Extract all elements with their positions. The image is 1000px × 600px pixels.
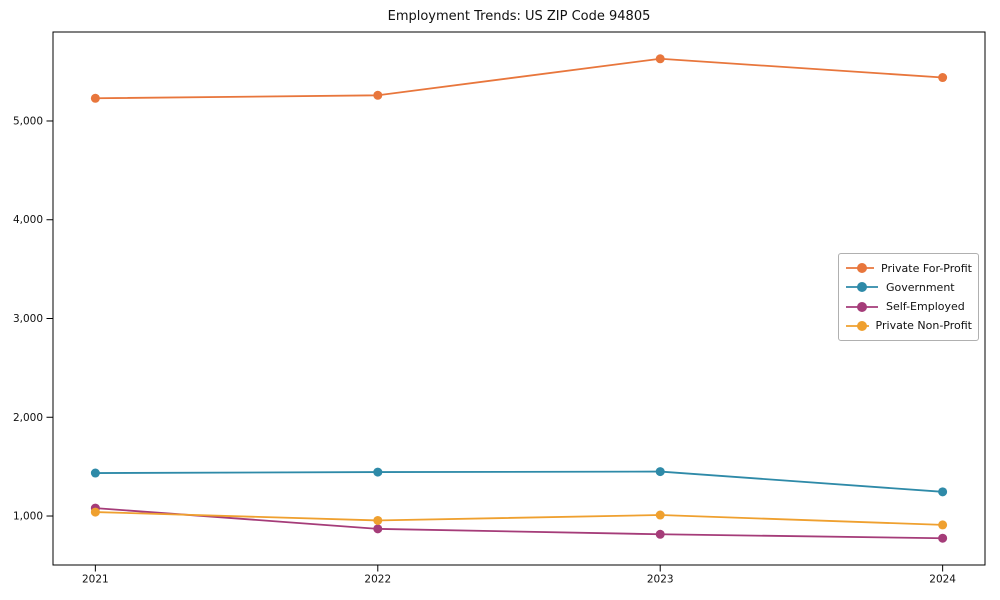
legend-label: Private For-Profit xyxy=(881,261,972,275)
legend-item: Private For-Profit xyxy=(845,259,972,277)
y-tick-label: 3,000 xyxy=(13,313,43,325)
legend-label: Self-Employed xyxy=(886,300,965,314)
legend-swatch-icon xyxy=(846,320,869,331)
legend-item: Government xyxy=(845,278,972,296)
series-marker-2 xyxy=(655,529,665,539)
series-marker-0 xyxy=(655,54,665,64)
series-line-2 xyxy=(95,507,943,540)
series-marker-0 xyxy=(373,90,383,100)
legend-dot xyxy=(857,263,867,273)
legend-dot xyxy=(857,301,867,312)
legend: Private For-Profit Government Self-Employe… xyxy=(838,253,979,341)
series-marker-2 xyxy=(938,533,948,543)
legend-dot xyxy=(857,320,867,331)
series-marker-1 xyxy=(90,468,100,478)
series-marker-3 xyxy=(655,510,665,520)
plot-border xyxy=(52,31,986,566)
series-marker-1 xyxy=(373,467,383,477)
legend-dot xyxy=(857,282,867,293)
legend-item: Private Non-Profit xyxy=(845,317,972,335)
y-tick-label: 2,000 xyxy=(13,412,43,424)
legend-item: Self-Employed xyxy=(845,298,972,316)
y-tick-label: 1,000 xyxy=(13,511,43,523)
y-tick-label: 5,000 xyxy=(13,115,43,127)
series-marker-3 xyxy=(90,507,100,517)
series-marker-0 xyxy=(90,93,100,103)
x-tick-label: 2021 xyxy=(82,574,109,586)
legend-label: Government xyxy=(886,280,955,294)
series-line-1 xyxy=(95,470,943,493)
y-tick-label: 4,000 xyxy=(13,214,43,226)
x-tick-label: 2022 xyxy=(364,574,391,586)
series-marker-3 xyxy=(938,520,948,530)
series-marker-1 xyxy=(655,467,665,477)
series-line-3 xyxy=(95,511,943,526)
legend-swatch-icon xyxy=(846,282,878,293)
series-marker-3 xyxy=(373,515,383,525)
x-tick-label: 2024 xyxy=(929,574,956,586)
x-tick-label: 2023 xyxy=(647,574,674,586)
series-marker-1 xyxy=(938,487,948,497)
series-marker-2 xyxy=(373,524,383,534)
legend-swatch-icon xyxy=(846,263,874,273)
series-line-0 xyxy=(95,57,943,100)
legend-swatch-icon xyxy=(846,301,878,312)
legend-label: Private Non-Profit xyxy=(875,319,972,333)
series-marker-0 xyxy=(938,73,948,83)
chart-title: Employment Trends: US ZIP Code 94805 xyxy=(387,9,651,24)
